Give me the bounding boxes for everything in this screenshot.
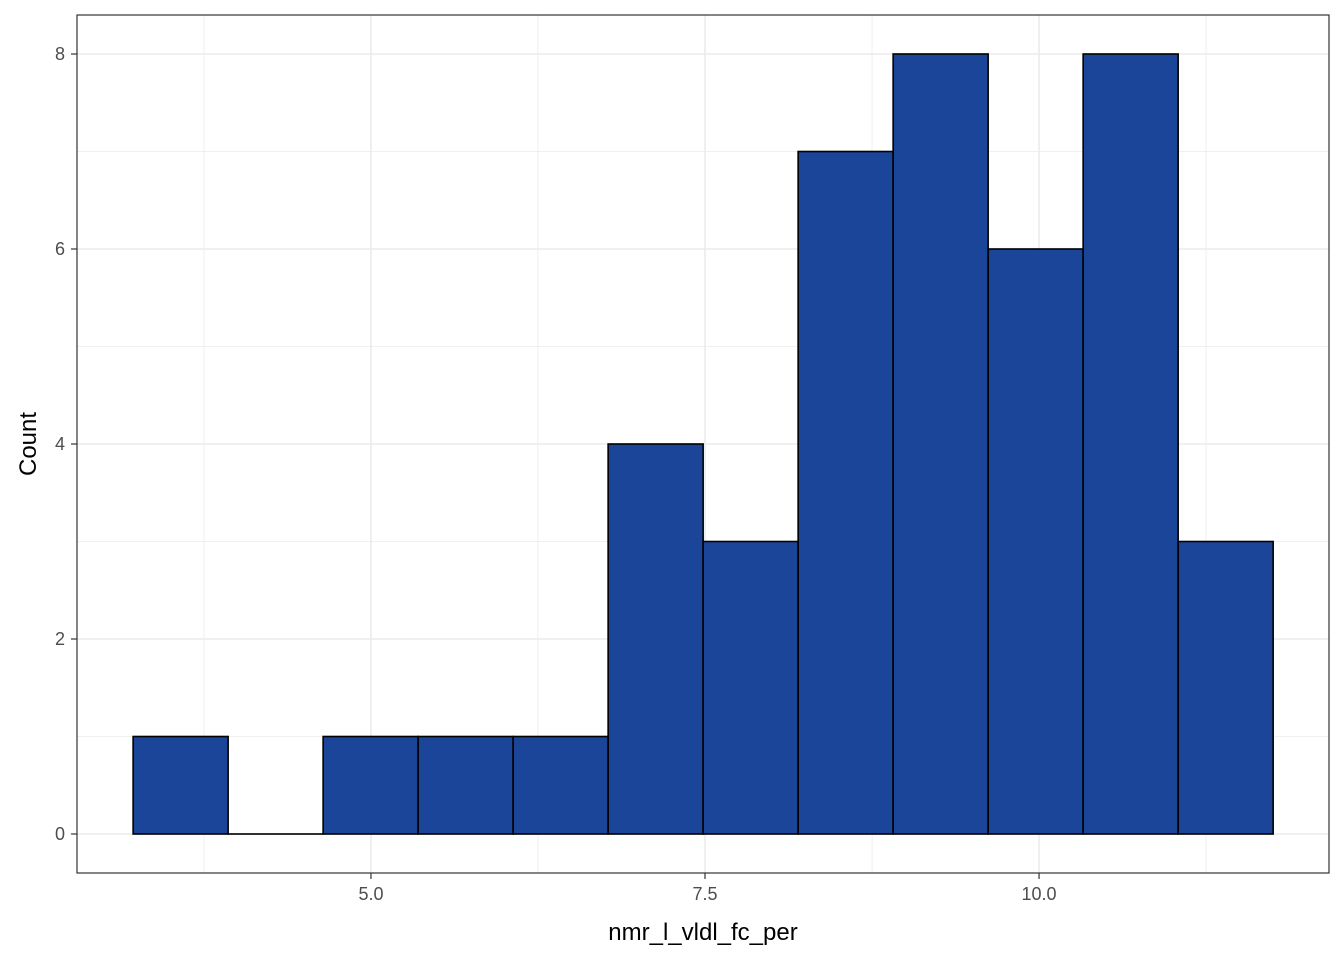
x-tick-label: 5.0 — [358, 884, 383, 904]
histogram-bar — [892, 53, 989, 835]
histogram-bar — [1177, 540, 1274, 835]
histogram-bar — [512, 735, 609, 835]
x-axis-ticks: 5.0 7.5 10.0 — [358, 873, 1057, 904]
histogram-bar — [607, 443, 704, 835]
x-axis-title: nmr_l_vldl_fc_per — [608, 919, 797, 946]
histogram-bar — [797, 150, 894, 835]
y-tick-label: 4 — [55, 434, 65, 454]
x-tick-label: 7.5 — [692, 884, 717, 904]
histogram-bar — [987, 248, 1084, 835]
y-axis-ticks: 0 2 4 6 8 — [55, 44, 77, 844]
y-tick-label: 8 — [55, 44, 65, 64]
histogram-bar — [322, 735, 419, 835]
histogram-bars — [132, 53, 1274, 835]
y-axis-title: Count — [15, 412, 42, 476]
y-tick-label: 6 — [55, 239, 65, 259]
histogram-bar — [417, 735, 514, 835]
y-tick-label: 2 — [55, 629, 65, 649]
x-tick-label: 10.0 — [1022, 884, 1057, 904]
y-tick-label: 0 — [55, 824, 65, 844]
histogram-bar — [132, 735, 229, 835]
histogram-bar — [1082, 53, 1179, 835]
histogram-bar — [702, 540, 799, 835]
